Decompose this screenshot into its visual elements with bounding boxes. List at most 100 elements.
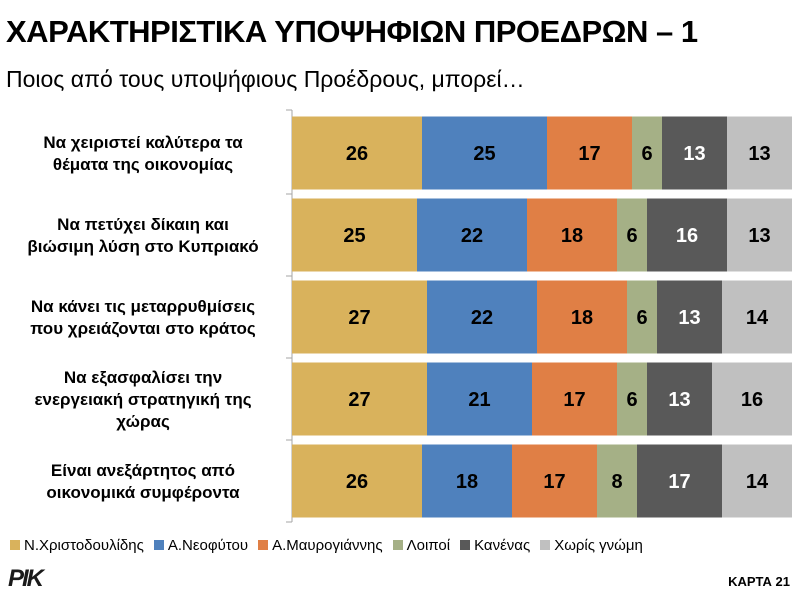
category-label-line: ενεργειακή στρατηγική της [34,390,251,409]
legend-label: Α.Νεοφύτου [167,536,249,554]
data-label: 13 [748,143,770,165]
legend-item: Κανένας [460,537,530,554]
chart-subtitle: Ποιος από τους υποψήφιους Προέδρους, μπο… [6,66,525,92]
category-label-line: που χρειάζονται στο κράτος [30,319,256,338]
bar-segment [617,198,647,272]
bar-segment [727,198,792,272]
bar-segment [662,116,727,190]
category-label-line: θέματα της οικονομίας [53,155,233,174]
data-label: 13 [668,389,690,411]
bar-segment [422,116,547,190]
data-label: 17 [668,471,690,493]
bar-segment [292,198,417,272]
rik-logo: ΡΙΚ [8,565,44,592]
category-label-line: χώρας [116,412,170,431]
legend-swatch [392,540,403,550]
bar-segment [647,198,727,272]
data-label: 14 [746,471,769,493]
bar-segment [512,444,597,518]
category-label-line: Είναι ανεξάρτητος από [51,461,235,480]
bar-segment [722,444,792,518]
legend-item: Χωρίς γνώμη [540,537,643,554]
category-label-line: Να εξασφαλίσει την [64,368,222,387]
data-label: 8 [611,471,622,493]
data-label: 6 [626,225,637,247]
data-label: 14 [746,307,769,329]
legend-label: Χωρίς γνώμη [554,536,643,554]
chart-title: ΧΑΡΑΚΤΗΡΙΣΤΙΚΑ ΥΠΟΨΗΦΙΩΝ ΠΡΟΕΔΡΩΝ – 1 [6,14,698,49]
data-label: 22 [461,225,483,247]
bar-segment [527,198,617,272]
data-label: 21 [468,389,490,411]
legend-label: Κανένας [474,536,531,554]
data-label: 6 [626,389,637,411]
category-label: Να χειριστεί καλύτερα τα θέματα της οικον… [43,133,243,174]
category-label-line: Να κάνει τις μεταρρυθμίσεις [31,297,255,316]
bar-segment [657,280,722,354]
bar-segment [617,362,647,436]
category-label: Να κάνει τις μεταρρυθμίσεις που χρειάζοντ… [30,297,256,338]
legend-item: Ν.Χριστοδουλίδης [10,537,144,554]
data-label: 16 [676,225,698,247]
legend-item: Α.Μαυρογιάννης [258,537,383,554]
data-label: 17 [543,471,565,493]
bar-segment [647,362,712,436]
bar-segment [637,444,722,518]
bar-segment [627,280,657,354]
data-label: 17 [578,143,600,165]
legend-swatch [258,540,269,550]
bar-segment [597,444,637,518]
data-label: 13 [683,143,705,165]
category-label: Είναι ανεξάρτητος από οικονομικά συμφέρον… [46,461,240,502]
category-label-line: Να πετύχει δίκαιη και [57,215,229,234]
data-label: 16 [741,389,763,411]
data-label: 17 [563,389,585,411]
bar-segment [427,280,537,354]
card-number: ΚΑΡΤΑ 21 [728,574,790,589]
data-label: 27 [348,389,370,411]
bar-segment [292,280,427,354]
bar-segment [547,116,632,190]
data-label: 6 [636,307,647,329]
data-label: 18 [571,307,593,329]
bar-segment [292,444,422,518]
data-label: 27 [348,307,370,329]
category-label-line: οικονομικά συμφέροντα [46,483,240,502]
data-label: 13 [748,225,770,247]
bar-segment [727,116,792,190]
legend-label: Α.Μαυρογιάννης [272,536,383,554]
bar-segment [712,362,792,436]
legend-item: Α.Νεοφύτου [153,536,249,554]
data-label: 25 [473,143,495,165]
bar-segment [427,362,532,436]
category-label: Να πετύχει δίκαιη και βιώσιμη λύση στο Κυ… [27,215,258,256]
data-label: 6 [641,143,652,165]
category-label: Να εξασφαλίσει την ενεργειακή στρατηγική … [34,368,251,431]
category-label-line: βιώσιμη λύση στο Κυπριακό [27,237,258,256]
legend-swatch [153,540,164,550]
legend-swatch [10,540,20,550]
stacked-bar-chart: 26 25 17 6 13 13 Να χειριστεί καλύτερα τα θέματ… [27,109,792,523]
data-label: 22 [471,307,493,329]
bar-segment [422,444,512,518]
legend-label: Ν.Χριστοδουλίδης [24,536,144,554]
data-label: 25 [343,225,365,247]
data-label: 26 [346,471,368,493]
bar-segment [722,280,792,354]
bar-segment [292,362,427,436]
legend-label: Λοιποί [406,536,451,554]
category-label-line: Να χειριστεί καλύτερα τα [43,133,243,152]
bar-segment [417,198,527,272]
legend-item: Λοιποί [392,536,451,554]
bar-segment [632,116,662,190]
chart-legend: Ν.Χριστοδουλίδης Α.Νεοφύτου Α.Μαυρογιάννης… [10,534,795,556]
data-label: 26 [346,143,368,165]
legend-swatch [540,540,551,550]
data-label: 13 [678,307,700,329]
data-label: 18 [456,471,478,493]
data-label: 18 [561,225,583,247]
bar-segment [537,280,627,354]
bar-segment [532,362,617,436]
bar-segment [292,116,422,190]
legend-swatch [460,540,471,550]
